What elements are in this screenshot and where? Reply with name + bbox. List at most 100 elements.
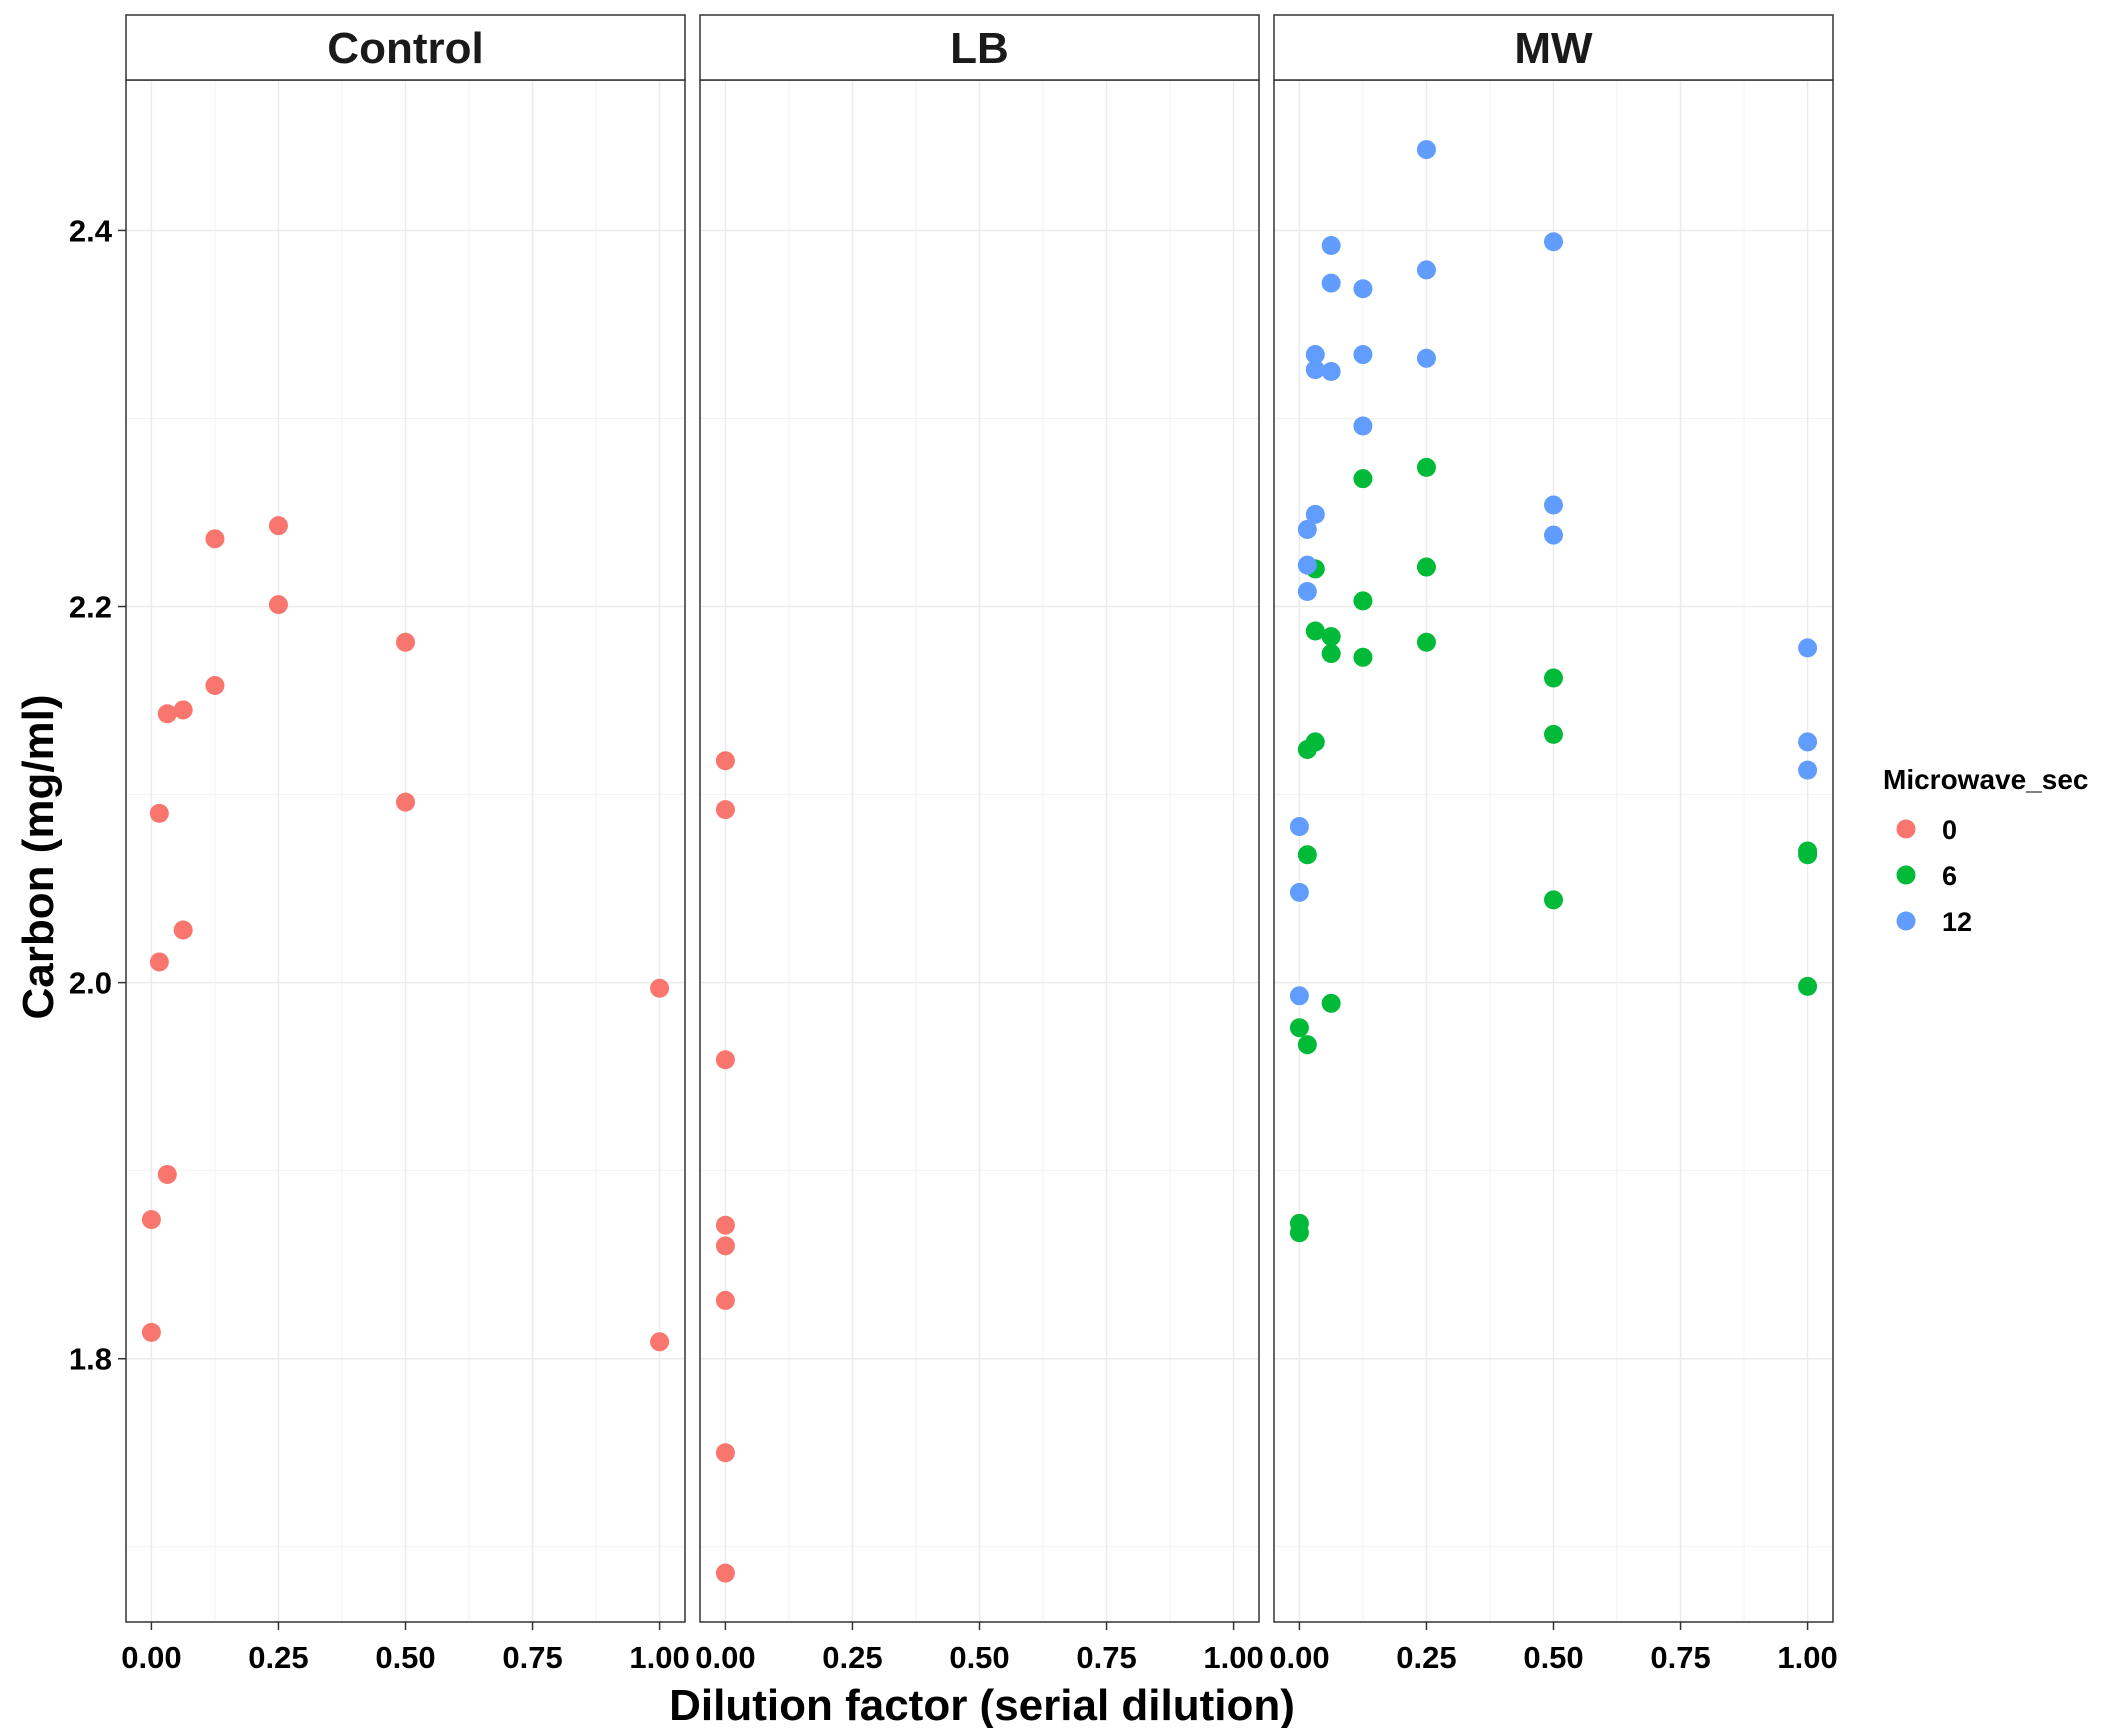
x-tick-label: 0.50 — [375, 1640, 435, 1675]
legend-label: 12 — [1942, 907, 1972, 937]
data-point-control-series-0 — [268, 516, 288, 536]
data-point-mw-series-12 — [1321, 361, 1341, 381]
x-tick-label: 1.00 — [1777, 1640, 1837, 1675]
data-point-mw-series-6 — [1297, 845, 1317, 865]
x-tick-label: 0.75 — [1650, 1640, 1710, 1675]
data-point-mw-series-6 — [1321, 993, 1341, 1013]
x-tick-label: 0.25 — [1396, 1640, 1456, 1675]
data-point-control-series-0 — [205, 676, 225, 696]
data-point-lb-series-0 — [715, 1236, 735, 1256]
data-point-control-series-0 — [396, 792, 415, 812]
y-tick-label: 2.0 — [69, 966, 112, 1001]
y-tick-label: 2.2 — [69, 590, 112, 625]
data-point-control-series-0 — [157, 1164, 177, 1184]
x-tick-label: 0.00 — [1269, 1640, 1329, 1675]
data-point-mw-series-6 — [1416, 457, 1436, 477]
facet-label-control: Control — [327, 24, 483, 73]
data-point-mw-series-6 — [1416, 557, 1436, 577]
data-point-mw-series-12 — [1297, 581, 1317, 601]
legend: Microwave_sec 0 6 12 — [1883, 764, 2088, 937]
data-point-control-series-0 — [173, 700, 193, 720]
data-point-lb-series-0 — [715, 1443, 735, 1463]
legend-title: Microwave_sec — [1883, 764, 2088, 795]
x-tick-label: 0.75 — [1076, 1640, 1136, 1675]
data-point-control-series-0 — [141, 1322, 161, 1342]
panel-control: Control 0.00 0.25 0.50 0.75 1.00 1.8 2.0 2.2 2.4 — [69, 14, 690, 1675]
data-point-mw-series-12 — [1798, 732, 1818, 752]
data-point-control-series-0 — [650, 978, 670, 998]
data-point-control-series-0 — [149, 803, 169, 823]
data-point-mw-series-6 — [1305, 621, 1325, 641]
data-point-mw-series-6 — [1353, 647, 1373, 667]
data-point-control-series-0 — [157, 704, 177, 724]
facet-label-mw: MW — [1514, 24, 1593, 73]
data-point-mw-series-12 — [1305, 345, 1325, 365]
x-tick-label: 1.00 — [629, 1640, 689, 1675]
data-point-mw-series-12 — [1544, 525, 1563, 545]
data-point-mw-series-6 — [1353, 591, 1373, 611]
data-point-control-series-0 — [149, 952, 169, 972]
facet-strip — [699, 14, 1260, 81]
x-tick-label: 0.00 — [695, 1640, 755, 1675]
data-point-mw-series-12 — [1353, 279, 1373, 299]
data-point-control-series-0 — [396, 632, 415, 652]
panel-lb: LB 0.00 0.25 0.50 0.75 1.00 — [695, 14, 1264, 1675]
y-tick-label: 2.4 — [69, 213, 113, 248]
data-point-mw-series-6 — [1798, 976, 1818, 996]
y-tick-label: 1.8 — [69, 1342, 112, 1377]
data-point-mw-series-6 — [1321, 644, 1341, 664]
data-point-mw-series-12 — [1416, 260, 1436, 280]
data-point-mw-series-12 — [1297, 555, 1317, 575]
data-point-mw-series-12 — [1289, 986, 1309, 1006]
data-point-mw-series-6 — [1289, 1018, 1309, 1038]
data-point-lb-series-0 — [715, 1563, 735, 1583]
data-point-mw-series-6 — [1353, 469, 1373, 489]
data-point-mw-series-12 — [1416, 140, 1436, 160]
data-point-mw-series-12 — [1353, 345, 1373, 365]
data-point-mw-series-12 — [1297, 519, 1317, 539]
legend-item-6: 6 — [1896, 861, 1957, 891]
facet-strip — [1273, 14, 1834, 81]
data-point-control-series-0 — [173, 920, 193, 940]
data-point-mw-series-6 — [1321, 627, 1341, 647]
x-tick-label: 0.50 — [949, 1640, 1009, 1675]
facet-label-lb: LB — [950, 24, 1009, 73]
data-point-mw-series-6 — [1305, 732, 1325, 752]
x-tick-label: 0.50 — [1523, 1640, 1583, 1675]
data-point-lb-series-0 — [715, 800, 735, 820]
y-axis-title: Carbon (mg/ml) — [14, 694, 63, 1019]
data-point-mw-series-12 — [1353, 416, 1373, 436]
panel-mw: MW 0.00 0.25 0.50 0.75 1.00 — [1269, 14, 1838, 1675]
x-axis-title: Dilution factor (serial dilution) — [669, 1681, 1295, 1728]
data-point-mw-series-6 — [1544, 668, 1563, 688]
data-point-mw-series-12 — [1798, 760, 1818, 780]
legend-items: 0 6 12 — [1896, 815, 1972, 937]
legend-label: 0 — [1942, 815, 1957, 845]
data-point-control-series-0 — [650, 1332, 670, 1352]
x-tick-label: 0.75 — [502, 1640, 562, 1675]
data-point-mw-series-12 — [1321, 235, 1341, 255]
data-point-mw-series-12 — [1321, 273, 1341, 293]
data-point-mw-series-6 — [1289, 1223, 1309, 1243]
data-point-mw-series-12 — [1544, 232, 1563, 252]
legend-item-0: 0 — [1896, 815, 1957, 845]
data-point-mw-series-12 — [1305, 504, 1325, 524]
data-point-mw-series-6 — [1416, 632, 1436, 652]
data-point-mw-series-6 — [1544, 724, 1563, 744]
data-point-mw-series-6 — [1544, 890, 1563, 910]
legend-key — [1896, 819, 1916, 839]
legend-key — [1896, 911, 1916, 931]
data-point-mw-series-12 — [1305, 360, 1325, 380]
facet-strip — [125, 14, 686, 81]
data-point-mw-series-6 — [1297, 1035, 1317, 1055]
data-point-mw-series-12 — [1544, 495, 1563, 515]
x-tick-label: 0.00 — [121, 1640, 181, 1675]
x-tick-label: 1.00 — [1203, 1640, 1263, 1675]
data-point-control-series-0 — [141, 1210, 161, 1230]
data-point-mw-series-12 — [1798, 638, 1818, 658]
x-tick-label: 0.25 — [822, 1640, 882, 1675]
data-point-lb-series-0 — [715, 1290, 735, 1310]
legend-item-12: 12 — [1896, 907, 1972, 937]
